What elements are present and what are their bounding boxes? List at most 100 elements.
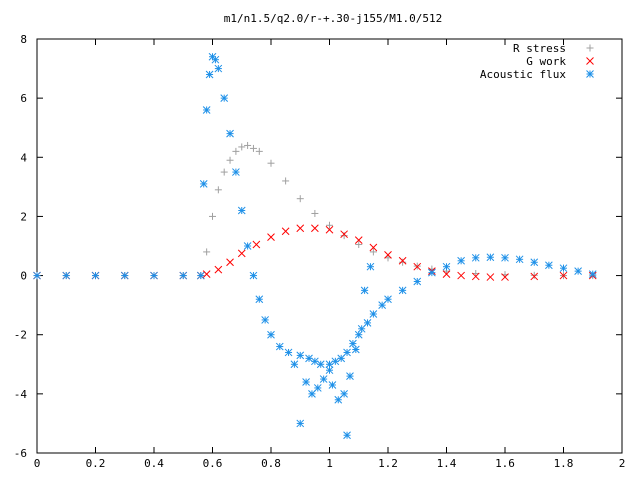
data-point <box>398 286 407 295</box>
data-point <box>214 265 223 274</box>
x-tick-label: 1.6 <box>495 457 515 470</box>
legend-marker <box>586 70 594 78</box>
data-point <box>346 372 354 380</box>
x-tick-label: 1 <box>326 457 333 470</box>
plot-frame <box>36 38 623 454</box>
data-point <box>471 272 480 281</box>
data-point <box>319 375 328 383</box>
data-point <box>249 271 258 280</box>
legend-label: R stress <box>513 42 566 55</box>
data-point <box>486 273 495 281</box>
x-tick-label: 1.4 <box>437 457 457 470</box>
x-tick-label: 1.8 <box>554 457 574 470</box>
data-point <box>311 209 319 217</box>
data-point <box>255 147 263 155</box>
data-point <box>267 233 275 241</box>
data-point <box>296 195 304 203</box>
data-point <box>281 227 290 236</box>
data-point <box>199 180 208 188</box>
x-tick-label: 0.6 <box>203 457 223 470</box>
data-point <box>559 271 568 280</box>
data-point <box>457 256 465 265</box>
x-tick-label: 1.2 <box>378 457 398 470</box>
data-point <box>238 143 246 151</box>
data-point <box>442 270 451 278</box>
data-point <box>471 253 480 262</box>
data-point <box>340 232 348 240</box>
data-point <box>196 271 205 280</box>
data-point <box>237 206 246 215</box>
data-point <box>249 144 257 152</box>
data-point <box>545 261 553 270</box>
data-point <box>384 295 392 304</box>
data-point <box>325 225 334 234</box>
data-point <box>515 255 524 264</box>
data-point <box>220 94 229 102</box>
x-tick-label: 2 <box>619 457 626 470</box>
data-point <box>282 177 290 185</box>
data-point <box>340 230 348 239</box>
y-tick-label: 6 <box>20 92 27 105</box>
data-point <box>355 241 363 249</box>
data-point <box>530 272 539 281</box>
data-point <box>360 286 369 295</box>
data-point <box>363 319 372 327</box>
x-tick-label: 0.4 <box>144 457 164 470</box>
data-point <box>343 431 351 440</box>
data-point <box>378 301 387 309</box>
data-point <box>226 258 234 267</box>
data-point <box>308 390 316 398</box>
y-tick-label: 2 <box>20 210 27 223</box>
data-point <box>351 345 360 354</box>
data-point <box>337 354 346 363</box>
data-point <box>302 378 310 386</box>
data-point <box>209 212 216 220</box>
data-point <box>428 268 436 277</box>
data-point <box>290 360 299 369</box>
data-point <box>205 70 214 79</box>
y-tick-label: -6 <box>14 447 27 460</box>
data-point <box>366 262 375 271</box>
x-tick-label: 0.2 <box>86 457 106 470</box>
data-point <box>413 262 422 271</box>
data-point <box>296 351 305 360</box>
series-r-stress <box>33 141 597 280</box>
data-point <box>354 236 363 244</box>
data-point <box>501 253 509 262</box>
data-point <box>226 156 234 164</box>
data-point <box>325 366 334 375</box>
x-tick-label: 0 <box>34 457 41 470</box>
data-point <box>62 271 71 280</box>
axes: 0 0.2 0.4 0.6 0.8 1 1.2 1.4 1.6 1.8 2 -6 -4 -2 0 2 4 6 8 <box>14 33 626 470</box>
data-point <box>214 64 223 73</box>
data-point <box>357 324 366 333</box>
data-point <box>530 271 538 279</box>
data-point <box>501 273 509 281</box>
y-tick-label: -4 <box>14 388 28 401</box>
y-tick-label: -2 <box>14 329 27 342</box>
legend-label: Acoustic flux <box>480 68 566 81</box>
data-point <box>226 129 234 138</box>
data-point <box>326 221 333 229</box>
data-point <box>316 360 325 369</box>
data-point <box>33 271 41 280</box>
x-tick-label: 0.8 <box>261 457 281 470</box>
legend-marker <box>586 44 594 52</box>
data-point <box>267 159 275 167</box>
data-point <box>296 419 305 428</box>
data-point <box>313 384 322 392</box>
data-point <box>237 249 246 258</box>
chart-title: m1/n1.5/q2.0/r-+.30-j155/M1.0/512 <box>224 12 443 25</box>
data-point <box>244 141 252 149</box>
data-point <box>214 186 222 194</box>
y-tick-label: 4 <box>20 151 27 164</box>
data-point <box>369 310 378 318</box>
data-point <box>179 271 188 280</box>
data-point <box>275 342 284 351</box>
data-point <box>267 330 275 339</box>
data-point <box>255 295 264 304</box>
data-point <box>150 271 158 280</box>
data-point <box>399 258 407 266</box>
